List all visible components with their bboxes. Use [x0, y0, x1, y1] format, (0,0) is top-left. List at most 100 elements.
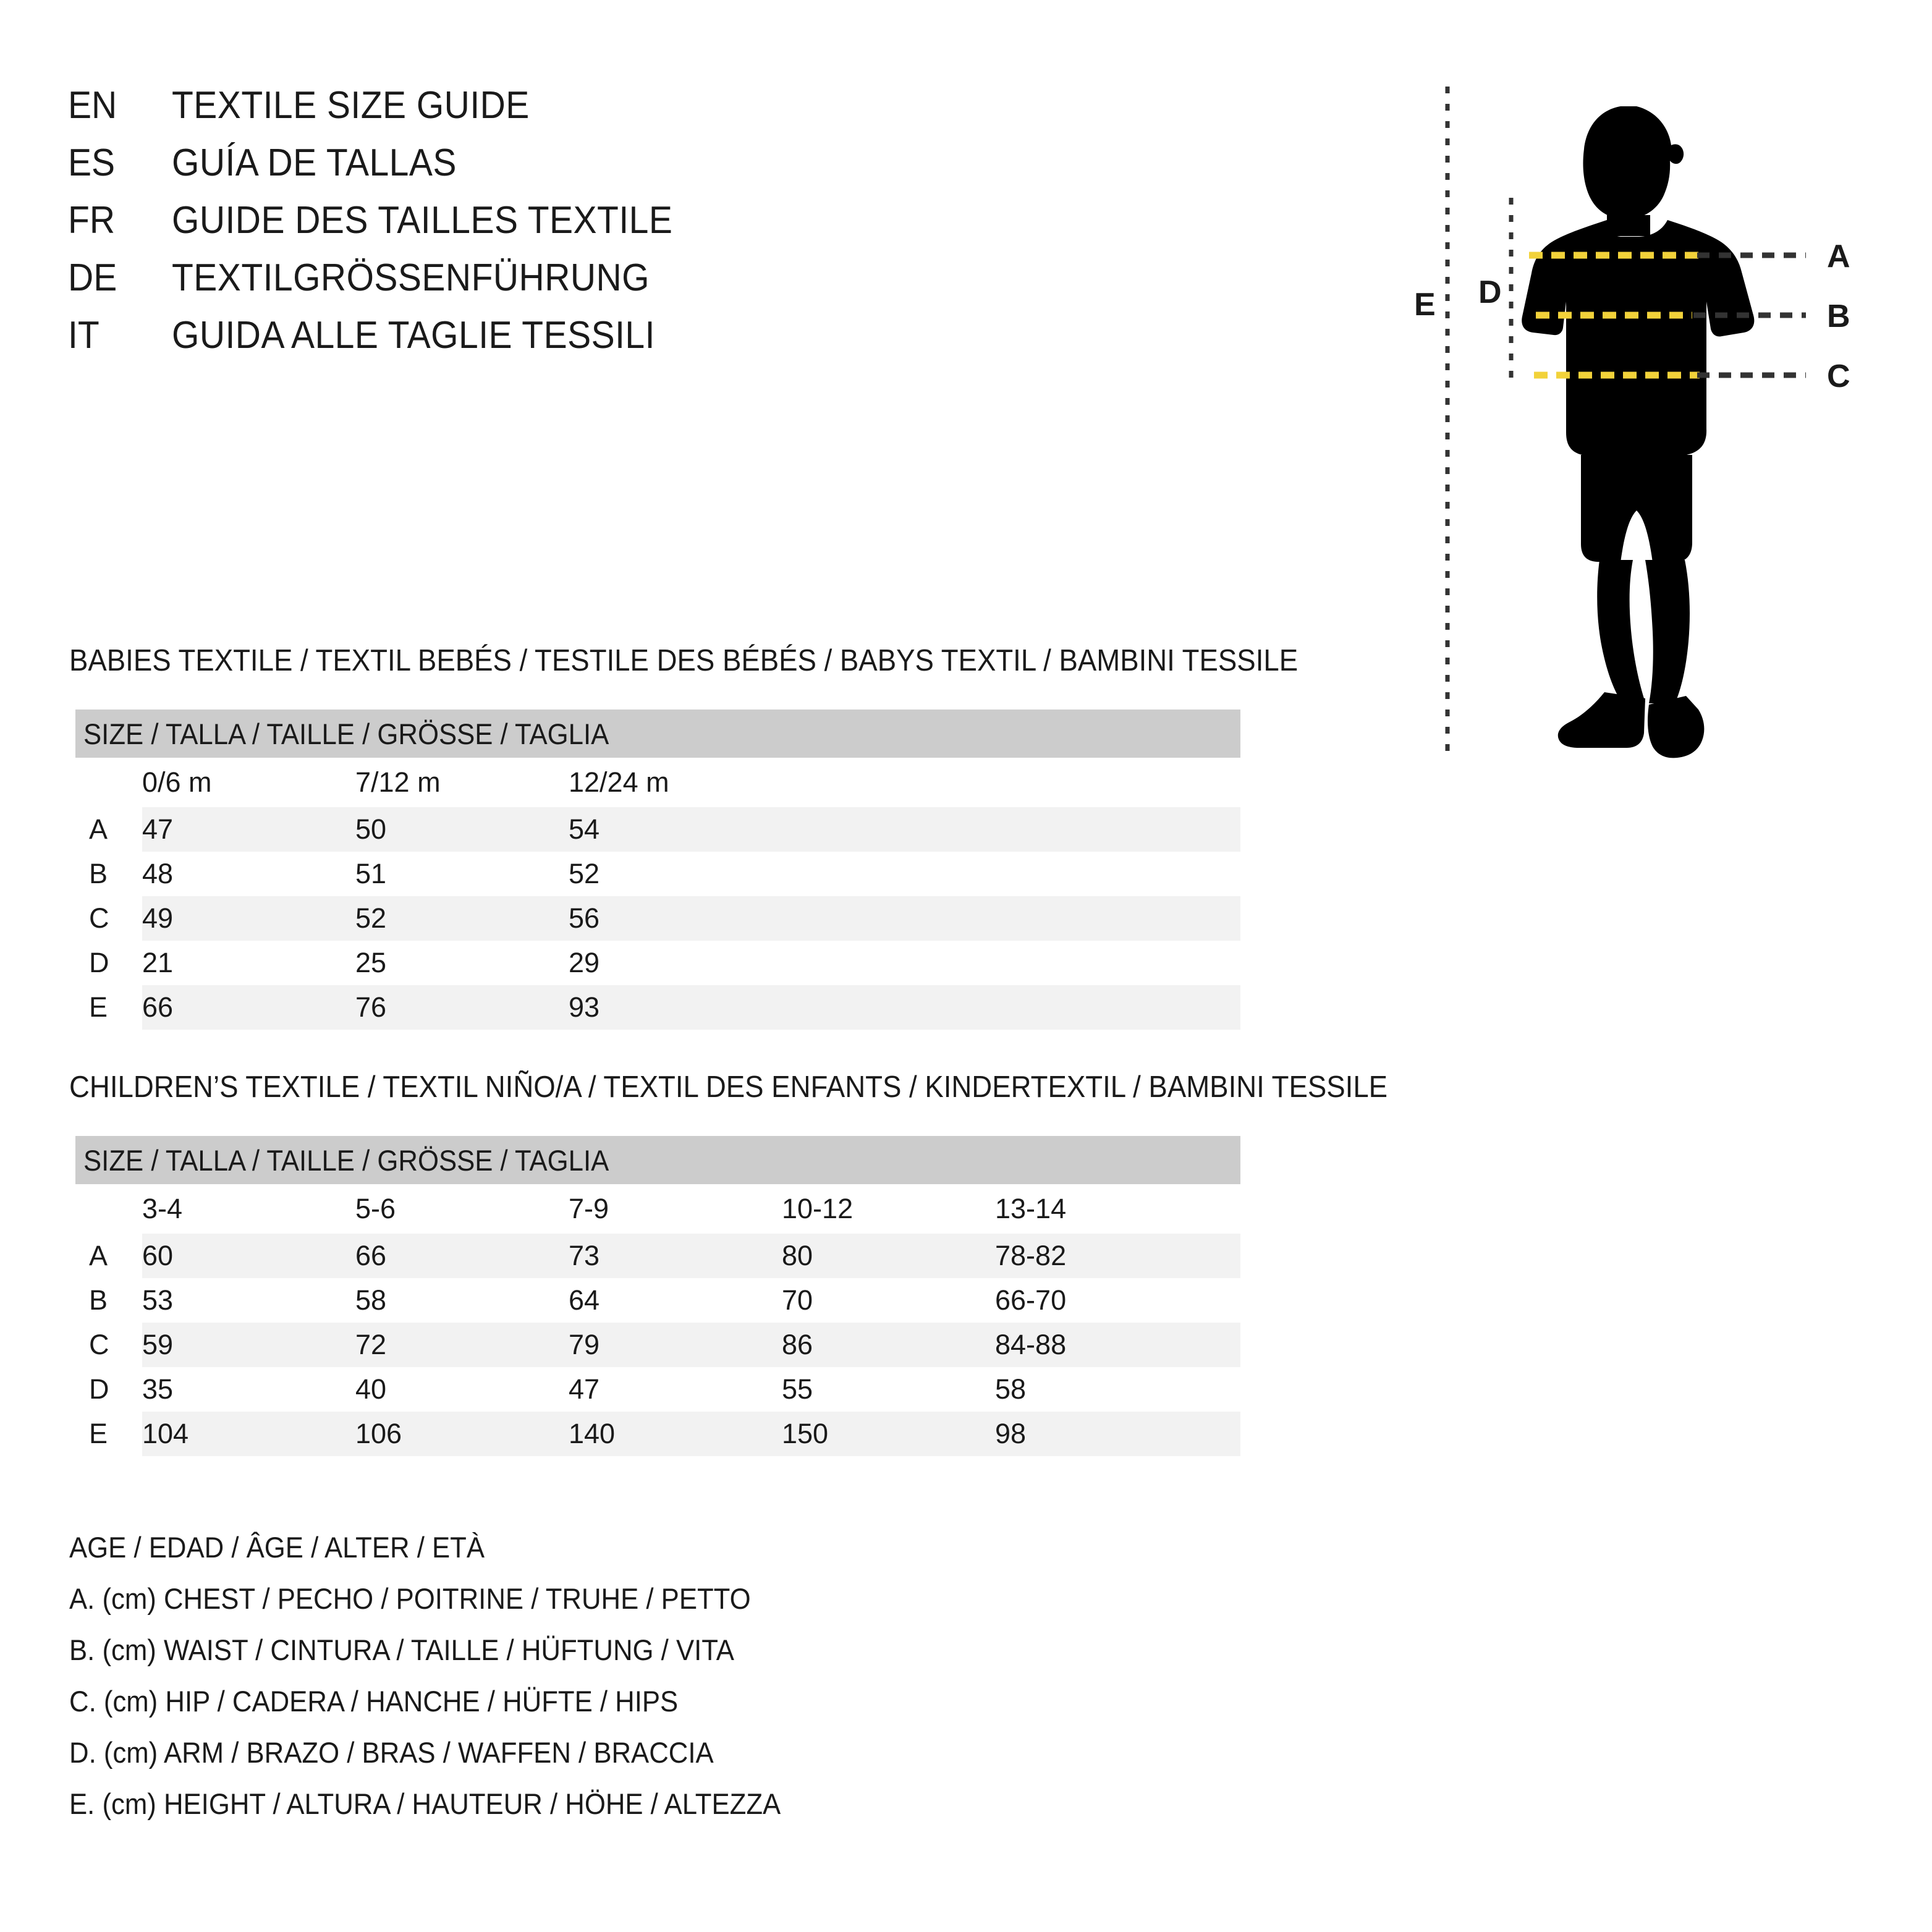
- babies-row-label-cell-4: E: [75, 985, 142, 1030]
- legend-line-a-chest: A. (cm) CHEST / PECHO / POITRINE / TRUHE…: [69, 1582, 751, 1615]
- language-row-it: IT GUIDA ALLE TAGLIE TESSILI: [68, 316, 1242, 374]
- babies-cell-4-2: 93: [569, 985, 1241, 1030]
- children-row-label-cell-0: A: [75, 1234, 142, 1278]
- language-code-de: DE: [68, 256, 117, 299]
- table-row: E 66 76 93: [75, 985, 1241, 1030]
- babies-section-title: BABIES TEXTILE / TEXTIL BEBÉS / TESTILE …: [69, 644, 1299, 677]
- babies-row-label-cell-2: C: [75, 896, 142, 941]
- babies-row-label-cell-0: A: [75, 807, 142, 852]
- babies-row-label-1: B: [89, 858, 108, 889]
- language-row-es: ES GUÍA DE TALLAS: [68, 144, 1242, 201]
- children-row-label-cell-1: B: [75, 1278, 142, 1323]
- children-cell-3-4: 58: [995, 1367, 1241, 1412]
- babies-column-header-1: 7/12 m: [355, 758, 569, 807]
- figure-label-d: D: [1478, 274, 1502, 310]
- babies-cell-4-1: 76: [355, 985, 569, 1030]
- figure-label-c: C: [1827, 358, 1850, 394]
- babies-cell-0-1: 50: [355, 807, 569, 852]
- children-size-table: SIZE / TALLA / TAILLE / GRÖSSE / TAGLIA …: [75, 1136, 1241, 1456]
- children-row-label-4: E: [89, 1418, 108, 1449]
- language-code-en: EN: [68, 84, 117, 127]
- children-cell-4-0: 104: [142, 1412, 355, 1456]
- language-title-en: TEXTILE SIZE GUIDE: [172, 84, 530, 127]
- legend-line-c-hip: C. (cm) HIP / CADERA / HANCHE / HÜFTE / …: [69, 1685, 679, 1718]
- language-row-en: EN TEXTILE SIZE GUIDE: [68, 87, 1242, 144]
- children-column-header-4: 13-14: [995, 1184, 1241, 1234]
- children-cell-0-3: 80: [782, 1234, 995, 1278]
- children-cell-2-0: 59: [142, 1323, 355, 1367]
- children-cell-3-0: 35: [142, 1367, 355, 1412]
- children-cell-1-1: 58: [355, 1278, 569, 1323]
- babies-cell-4-0: 66: [142, 985, 355, 1030]
- measurement-legend: AGE / EDAD / ÂGE / ALTER / ETÀ A. (cm) C…: [69, 1533, 834, 1841]
- children-column-header-3: 10-12: [782, 1184, 995, 1234]
- children-cell-0-0: 60: [142, 1234, 355, 1278]
- children-cell-3-1: 40: [355, 1367, 569, 1412]
- babies-cell-2-1: 52: [355, 896, 569, 941]
- table-row: A 60 66 73 80 78-82: [75, 1234, 1241, 1278]
- children-row-label-cell-3: D: [75, 1367, 142, 1412]
- children-column-header-0: 3-4: [142, 1184, 355, 1234]
- table-row: C 49 52 56: [75, 896, 1241, 941]
- table-row: D 35 40 47 55 58: [75, 1367, 1241, 1412]
- babies-cell-3-0: 21: [142, 941, 355, 985]
- babies-row-label-2: C: [89, 902, 109, 934]
- language-row-fr: FR GUIDE DES TAILLES TEXTILE: [68, 201, 1242, 259]
- babies-row-label-4: E: [89, 991, 108, 1023]
- language-title-de: TEXTILGRÖSSENFÜHRUNG: [172, 256, 650, 299]
- children-cell-4-3: 150: [782, 1412, 995, 1456]
- children-cell-0-4: 78-82: [995, 1234, 1241, 1278]
- children-cell-4-1: 106: [355, 1412, 569, 1456]
- babies-cell-1-0: 48: [142, 852, 355, 896]
- babies-size-band-row: SIZE / TALLA / TAILLE / GRÖSSE / TAGLIA: [75, 710, 1241, 758]
- table-row: B 53 58 64 70 66-70: [75, 1278, 1241, 1323]
- children-cell-3-2: 47: [569, 1367, 782, 1412]
- children-size-band-row: SIZE / TALLA / TAILLE / GRÖSSE / TAGLIA: [75, 1136, 1241, 1184]
- language-title-it: GUIDA ALLE TAGLIE TESSILI: [172, 314, 655, 357]
- legend-line-b-waist: B. (cm) WAIST / CINTURA / TAILLE / HÜFTU…: [69, 1633, 734, 1666]
- table-row: C 59 72 79 86 84-88: [75, 1323, 1241, 1367]
- children-cell-4-4: 98: [995, 1412, 1241, 1456]
- children-cell-2-4: 84-88: [995, 1323, 1241, 1367]
- babies-size-table: SIZE / TALLA / TAILLE / GRÖSSE / TAGLIA …: [75, 710, 1241, 1030]
- children-column-header-2: 7-9: [569, 1184, 782, 1234]
- table-row: B 48 51 52: [75, 852, 1241, 896]
- babies-cell-1-1: 51: [355, 852, 569, 896]
- language-title-fr: GUIDE DES TAILLES TEXTILE: [172, 199, 673, 242]
- children-cell-1-0: 53: [142, 1278, 355, 1323]
- children-cell-0-1: 66: [355, 1234, 569, 1278]
- children-row-label-0: A: [89, 1240, 108, 1271]
- children-cell-0-2: 73: [569, 1234, 782, 1278]
- children-cell-1-2: 64: [569, 1278, 782, 1323]
- language-title-block: EN TEXTILE SIZE GUIDE ES GUÍA DE TALLAS …: [68, 87, 1242, 374]
- babies-row-label-0: A: [89, 813, 108, 845]
- babies-corner-cell: [75, 758, 142, 807]
- children-row-label-3: D: [89, 1373, 109, 1405]
- children-column-header-row: 3-4 5-6 7-9 10-12 13-14: [75, 1184, 1241, 1234]
- babies-row-label-3: D: [89, 947, 109, 978]
- babies-row-label-cell-1: B: [75, 852, 142, 896]
- children-size-band-label: SIZE / TALLA / TAILLE / GRÖSSE / TAGLIA: [83, 1143, 609, 1177]
- language-code-es: ES: [68, 142, 116, 184]
- measurement-figure-diagram: A B C D E: [1403, 74, 1904, 766]
- language-title-es: GUÍA DE TALLAS: [172, 142, 457, 184]
- children-corner-cell: [75, 1184, 142, 1234]
- table-row: E 104 106 140 150 98: [75, 1412, 1241, 1456]
- babies-cell-2-2: 56: [569, 896, 1241, 941]
- language-code-it: IT: [68, 314, 100, 357]
- babies-cell-2-0: 49: [142, 896, 355, 941]
- children-row-label-2: C: [89, 1329, 109, 1360]
- table-row: D 21 25 29: [75, 941, 1241, 985]
- children-row-label-cell-4: E: [75, 1412, 142, 1456]
- children-cell-4-2: 140: [569, 1412, 782, 1456]
- children-row-label-cell-2: C: [75, 1323, 142, 1367]
- children-cell-2-3: 86: [782, 1323, 995, 1367]
- figure-label-e: E: [1414, 287, 1436, 323]
- babies-cell-0-2: 54: [569, 807, 1241, 852]
- language-row-de: DE TEXTILGRÖSSENFÜHRUNG: [68, 259, 1242, 316]
- language-code-fr: FR: [68, 199, 116, 242]
- children-cell-2-2: 79: [569, 1323, 782, 1367]
- babies-cell-3-1: 25: [355, 941, 569, 985]
- children-cell-1-4: 66-70: [995, 1278, 1241, 1323]
- babies-column-header-0: 0/6 m: [142, 758, 355, 807]
